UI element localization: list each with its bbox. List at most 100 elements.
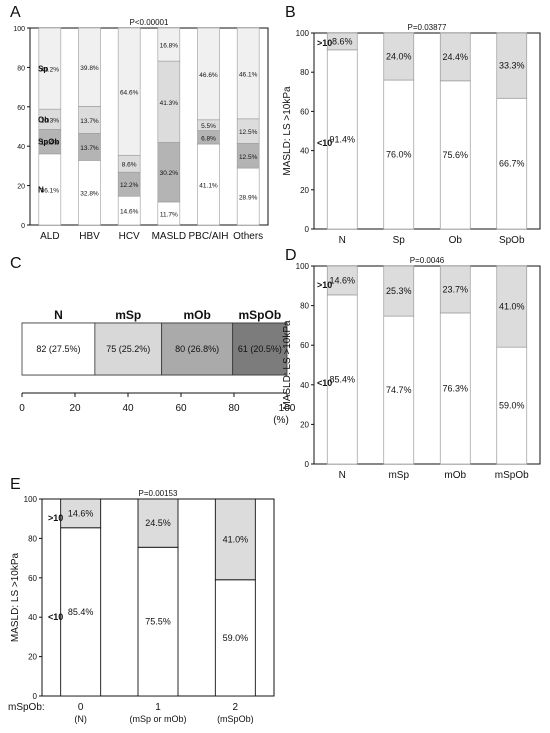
panel-d-bar-10-mob (439, 265, 471, 314)
panel-a-data-label: 11.7% (160, 211, 178, 218)
panel-a-ytick-label: 20 (17, 184, 25, 191)
panel-c-category-label: N (54, 308, 63, 322)
panel-d-bar-10-n (326, 265, 358, 296)
panel-e-bar-10-2 (214, 498, 256, 581)
panel-d-frame (313, 265, 541, 465)
panel-b-data-label: 66.7% (499, 159, 525, 169)
panel-b-pvalue: P=0.03877 (408, 23, 447, 32)
panel-a-data-label: 6.8% (201, 135, 216, 142)
panel-a-data-label: 41.2% (41, 67, 60, 74)
panel-e-category-label: 2 (233, 702, 239, 713)
panel-d-bar-10-mspob (496, 265, 528, 348)
panel-c-data-label: 82 (27.5%) (36, 344, 80, 354)
panel-a-ytick-label: 40 (17, 144, 25, 151)
panel-b-bar-10-ob (439, 32, 471, 82)
panel-c-xtick-label: 80 (228, 403, 240, 414)
panel-a-bar-sp-ald (38, 27, 62, 110)
panel-e-data-label: 59.0% (223, 633, 249, 643)
panel-a-ytick-label: 100 (13, 26, 25, 33)
panel-a-category-label: ALD (40, 231, 59, 242)
panel-c: 82 (27.5%) N 75 (25.2%) mSp 80 (26.8%) mOb 61 … (19, 308, 296, 426)
panel-d-group-label-gt10: >10 (317, 280, 332, 290)
panel-c-xtick-label: 0 (19, 403, 25, 414)
panel-e-category-label: 1 (155, 702, 161, 713)
panel-c-xtick-label: 20 (69, 403, 81, 414)
panel-e-bar-10-2 (214, 579, 256, 697)
panel-b-bar-10-sp (383, 79, 415, 230)
panel-a-data-label: 10.3% (41, 117, 60, 124)
panel-e-bar-10-0 (60, 527, 102, 697)
panel-d-category-label: mSp (388, 470, 409, 481)
panel-b-bar-10-n (326, 49, 358, 230)
panel-a-data-label: 39.8% (80, 65, 99, 72)
panel-b-ytick-label: 80 (300, 68, 309, 77)
panel-c-segment-msp (94, 322, 163, 376)
panel-a-data-label: 64.6% (120, 90, 139, 97)
panel-d-ytick-label: 60 (300, 341, 309, 350)
panel-a-data-label: 5.5% (201, 123, 216, 130)
panel-a-data-label: 13.7% (80, 118, 99, 125)
panel-a-data-label: 46.1% (239, 71, 258, 78)
panel-d-data-label: 85.4% (329, 374, 355, 384)
panel-a-bar-sp-pbc-aih (197, 27, 220, 121)
panel-d-data-label: 76.3% (442, 383, 468, 393)
panel-e-category-sublabel: (mSp or mOb) (129, 714, 186, 724)
panel-b-ytick-label: 0 (305, 225, 310, 234)
panel-b-data-label: 8.6% (332, 36, 353, 46)
panel-a-group-label-sp: Sp (38, 65, 48, 74)
panel-e-xlabel-prefix: mSpOb: (8, 702, 45, 713)
panel-e-ytick-label: 100 (24, 495, 38, 504)
panel-a-pvalue: P<0.00001 (130, 18, 169, 27)
panel-e-ytick-label: 0 (33, 692, 38, 701)
panel-c-segment-mob (161, 322, 234, 376)
panel-e-category-label: 0 (78, 702, 84, 713)
panel-d-data-label: 23.7% (442, 284, 468, 294)
panel-c-xtick-label: 100 (279, 403, 296, 414)
panel-a-data-label: 16.8% (160, 43, 179, 50)
panel-c-segment-n (21, 322, 96, 376)
panel-d-bar-10-msp (383, 315, 415, 465)
panel-e-ytick-label: 80 (28, 534, 37, 543)
panel-d-ylabel: MASLD: LS >10kPa (282, 320, 293, 410)
panel-a-group-label-ob: Ob (38, 115, 49, 124)
panel-a-data-label: 8.6% (122, 162, 137, 169)
panel-e-bar-10-1 (137, 498, 179, 548)
panel-letter-a: A (10, 4, 21, 21)
panel-a-category-label: MASLD (152, 231, 186, 242)
panel-a-bar-sp-hcv (117, 27, 141, 156)
panel-a-data-label: 36.1% (41, 187, 60, 194)
panel-a-bar-sp-masld (157, 27, 181, 62)
panel-c-data-label: 80 (26.8%) (175, 344, 219, 354)
panel-b-ytick-label: 20 (300, 186, 309, 195)
panel-a-data-label: 12.2% (120, 182, 139, 189)
panel-a-bar-sp-others (236, 27, 260, 120)
panel-b-category-label: Ob (449, 235, 463, 246)
panel-a-data-label: 13.7% (80, 145, 99, 152)
panel-b-category-label: Sp (393, 235, 406, 246)
panel-b-group-label-lt10: <10 (317, 138, 332, 148)
panel-b-data-label: 91.4% (329, 134, 355, 144)
panel-c-data-label: 75 (25.2%) (106, 344, 150, 354)
panel-e-category-sublabel: (mSpOb) (217, 714, 254, 724)
panel-a-frame (29, 27, 269, 226)
panel-e-data-label: 85.4% (68, 607, 94, 617)
panel-d-ytick-label: 20 (300, 420, 309, 429)
panel-c-category-label: mSpOb (239, 308, 282, 322)
panel-letter-c: C (10, 255, 22, 272)
panel-d-data-label: 41.0% (499, 302, 525, 312)
panel-b-ytick-label: 100 (296, 29, 310, 38)
panel-b-bar-10-ob (439, 80, 471, 230)
panel-b-data-label: 24.0% (386, 52, 412, 62)
panel-b-data-label: 75.6% (442, 150, 468, 160)
panel-a-group-label-spob: SpOb (38, 138, 59, 147)
panel-d-ytick-label: 100 (296, 262, 310, 271)
panel-e-group-label-gt10: >10 (48, 513, 63, 523)
panel-e-group-label-lt10: <10 (48, 612, 63, 622)
panel-a-data-label: 32.8% (80, 191, 99, 198)
panel-d-ytick-label: 80 (300, 302, 309, 311)
panel-d-ytick-label: 0 (305, 460, 310, 469)
panel-b-category-label: N (339, 235, 346, 246)
panel-b-group-label-gt10: >10 (317, 38, 332, 48)
